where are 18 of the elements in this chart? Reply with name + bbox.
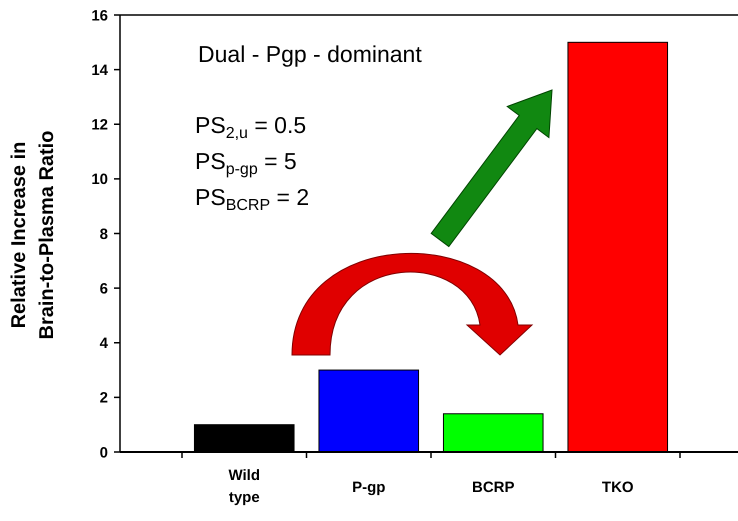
y-axis-title: Relative Increase in Brain-to-Plasma Ratio bbox=[8, 130, 58, 340]
y-tick-label: 0 bbox=[100, 444, 108, 462]
y-tick-label: 16 bbox=[91, 7, 108, 24]
y-tick-label: 14 bbox=[91, 62, 109, 79]
x-tick-label: Wild type bbox=[228, 467, 260, 506]
x-tick-label: BCRP bbox=[472, 479, 515, 496]
annotation: PS$_{p-gp}$ = 5 bbox=[195, 148, 297, 178]
x-tick-label: TKO bbox=[602, 479, 634, 496]
y-tick-label: 10 bbox=[91, 171, 108, 188]
y-tick-label: 6 bbox=[100, 280, 108, 298]
annotation: PS$_{BCRP}$ = 2 bbox=[195, 184, 310, 214]
annotation: Dual - Pgp - dominant bbox=[198, 41, 422, 67]
y-tick-label: 2 bbox=[100, 390, 108, 407]
y-tick-label: 8 bbox=[100, 226, 108, 243]
annotation: PS$_{2,u}$ = 0.5 bbox=[195, 112, 306, 142]
x-tick-label: P-gp bbox=[352, 479, 386, 496]
y-tick-label: 12 bbox=[91, 116, 108, 134]
y-tick-label: 4 bbox=[100, 335, 109, 352]
